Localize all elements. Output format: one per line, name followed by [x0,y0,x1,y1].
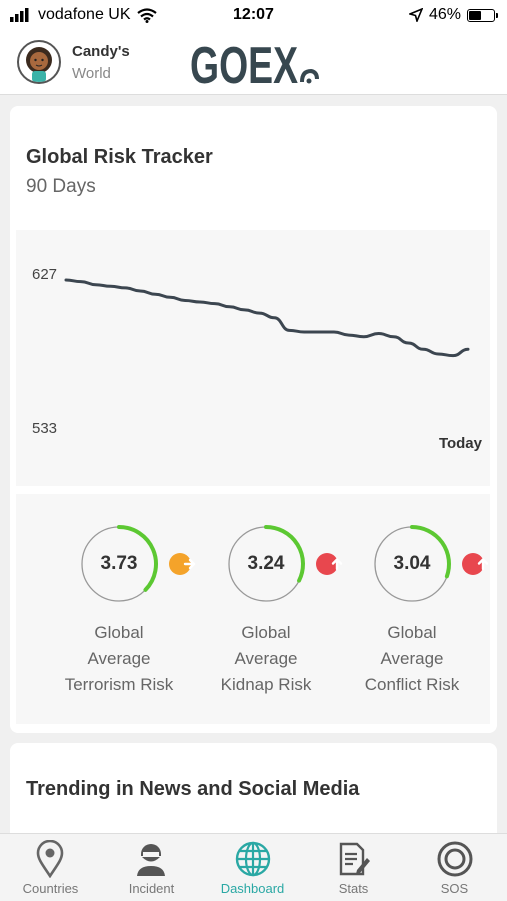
risk-tracker-title: Global Risk Tracker [26,146,213,169]
status-bar: vodafone UK 12:07 46% [0,0,507,32]
gauge-label-line: Average [342,646,482,672]
avatar[interactable] [17,40,61,84]
y-axis-max-label: 627 [32,266,57,283]
location-pin-icon [32,840,68,878]
gauge-label-line: Global [342,620,482,646]
tab-countries[interactable]: Countries [0,834,101,901]
tab-label: Stats [303,881,404,896]
battery-icon [467,9,495,22]
gauge-label-line: Global [196,620,336,646]
user-avatar-icon [19,42,59,82]
tab-label: Countries [0,881,101,896]
gauge-value-terrorism: 3.73 [79,524,159,604]
app-header: Candy's World GOEX [0,32,507,95]
user-subtitle: World [72,65,111,82]
gauge-value-kidnap: 3.24 [226,524,306,604]
trending-card: Trending in News and Social Media [10,743,497,843]
tab-stats[interactable]: Stats [303,834,404,901]
tab-bar: Countries Incident Dashboard Stats [0,833,507,901]
gauge-label-line: Kidnap Risk [196,672,336,698]
battery-percent: 46% [429,6,461,24]
gauge-label-line: Conflict Risk [342,672,482,698]
globe-icon [234,840,272,878]
document-stats-icon [335,840,371,878]
line-chart-svg [16,230,490,486]
gauge-label-line: Average [196,646,336,672]
tab-dashboard[interactable]: Dashboard [202,834,303,901]
gauge-label-terrorism: Global Average Terrorism Risk [49,620,189,698]
risk-gauges: 3.73 Global Average Terrorism Risk 3.24 … [16,494,490,724]
trending-title: Trending in News and Social Media [26,778,359,801]
tab-incident[interactable]: Incident [101,834,202,901]
location-arrow-icon [409,8,423,22]
gauge-label-conflict: Global Average Conflict Risk [342,620,482,698]
svg-text:GOEX: GOEX [190,37,298,91]
risk-series-line [66,280,468,356]
incident-person-icon [133,840,169,878]
tab-label: Incident [101,881,202,896]
tab-sos[interactable]: SOS [404,834,505,901]
goex-logo: GOEX [190,35,320,91]
risk-tracker-period: 90 Days [26,176,96,198]
gauge-label-line: Average [49,646,189,672]
x-axis-today-label: Today [439,435,482,452]
tab-label: SOS [404,881,505,896]
gauge-value-conflict: 3.04 [372,524,452,604]
user-name[interactable]: Candy's [72,43,130,60]
status-right: 46% [409,6,495,24]
gauge-label-line: Global [49,620,189,646]
gauge-label-line: Terrorism Risk [49,672,189,698]
trend-up-icon [316,553,338,575]
risk-tracker-card: Global Risk Tracker 90 Days 627 533 Toda… [10,106,497,733]
trend-flat-icon [169,553,191,575]
trend-up-icon [462,553,484,575]
sos-icon [436,840,474,878]
risk-line-chart: 627 533 Today [16,230,490,486]
tab-label: Dashboard [202,881,303,896]
gauge-label-kidnap: Global Average Kidnap Risk [196,620,336,698]
y-axis-min-label: 533 [32,420,57,437]
